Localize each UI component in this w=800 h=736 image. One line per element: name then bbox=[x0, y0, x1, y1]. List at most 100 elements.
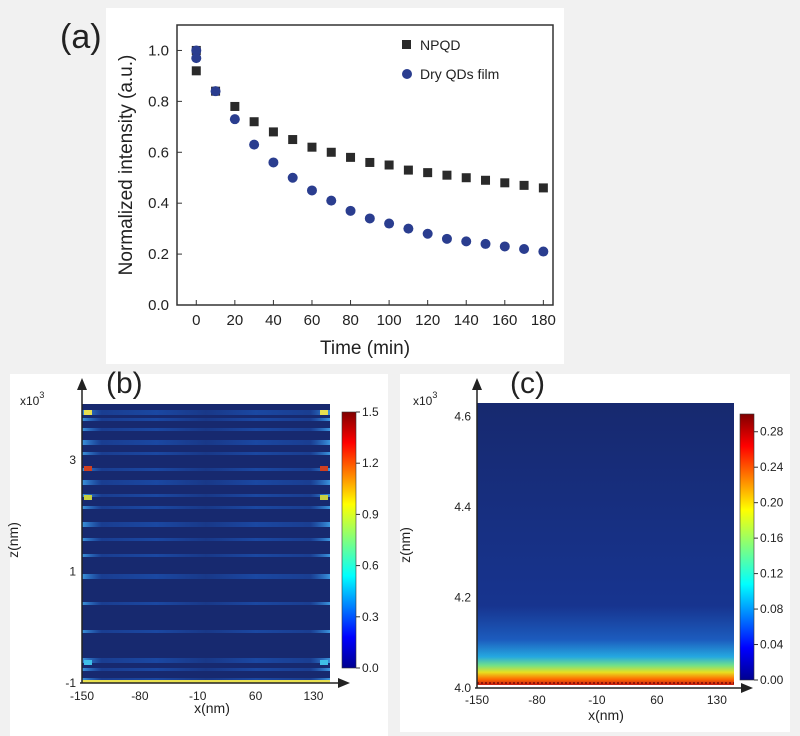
x-tick-label: -150 bbox=[465, 693, 489, 707]
npqd-point bbox=[230, 101, 240, 111]
field-band bbox=[82, 440, 330, 445]
z-axis-label: z(nm) bbox=[397, 527, 413, 563]
z-tick-label: 4.4 bbox=[454, 500, 471, 514]
dry-film-point bbox=[229, 114, 240, 125]
y-axis-label: Normalized intensity (a.u.) bbox=[116, 55, 137, 276]
x-tick-label: 100 bbox=[377, 312, 402, 329]
field-band bbox=[82, 410, 330, 415]
z-axis-ticks: -1 1 3 bbox=[65, 453, 76, 690]
field-band bbox=[82, 418, 330, 421]
z-axis-label: z(nm) bbox=[5, 522, 21, 558]
x-axis-label: x(nm) bbox=[588, 707, 624, 723]
dry-film-point bbox=[191, 45, 202, 56]
npqd-point bbox=[365, 157, 375, 167]
x-tick-label: 130 bbox=[303, 689, 323, 703]
panel-c-plot: x103 -150 -80 -10 60 130 4.04.24.44.6 x(nm) … bbox=[397, 378, 784, 723]
npqd-point bbox=[519, 180, 529, 190]
dry-film-point bbox=[480, 238, 491, 249]
z-axis-ticks: 4.0 4.2 4.4 4.6 bbox=[454, 410, 471, 695]
legend: NPQD Dry QDs film bbox=[402, 37, 499, 82]
x-tick-label: -150 bbox=[70, 689, 94, 703]
legend-label-npqd: NPQD bbox=[420, 37, 460, 53]
plot-frame bbox=[176, 24, 554, 306]
npqd-point bbox=[346, 152, 356, 162]
dry-film-point bbox=[191, 53, 202, 64]
x-tick-label: 160 bbox=[492, 312, 517, 329]
field-hotspot bbox=[320, 495, 328, 500]
colorbar-b bbox=[341, 411, 357, 669]
panel-b-plot: x103 -150 -80 -10 60 130 -1 1 3 x(nm) z(nm) 0.… bbox=[5, 378, 379, 716]
z-tick-label: 4.0 bbox=[454, 681, 471, 695]
x-tick-label: -80 bbox=[528, 693, 546, 707]
field-hotspot bbox=[320, 410, 328, 415]
z-tick-label: -1 bbox=[65, 676, 76, 690]
dry-film-point bbox=[268, 157, 279, 168]
field-hotspot bbox=[84, 495, 92, 500]
colorbar-c bbox=[739, 413, 755, 681]
colorbar-ticks: 0.0 0.3 0.6 0.9 1.2 1.5 bbox=[356, 405, 379, 675]
field-band bbox=[82, 538, 330, 541]
field-hotspot bbox=[84, 466, 92, 471]
field-band bbox=[82, 506, 330, 509]
x-axis-arrow bbox=[338, 678, 350, 688]
field-band bbox=[82, 602, 330, 605]
y-tick-label: 0.8 bbox=[148, 93, 169, 110]
dry-film-point bbox=[519, 244, 530, 254]
npqd-point bbox=[538, 183, 548, 193]
y-tick-label: 1.0 bbox=[148, 42, 169, 59]
npqd-point bbox=[481, 175, 491, 185]
dry-film-point bbox=[538, 246, 549, 257]
x-axis-ticks: -150 -80 -10 60 130 bbox=[465, 693, 727, 707]
x-axis-ticks: 0 20 40 60 80 100 120 140 160 180 bbox=[192, 300, 556, 329]
data-series bbox=[191, 45, 549, 257]
x-tick-label: 180 bbox=[531, 312, 556, 329]
npqd-point bbox=[191, 66, 201, 76]
interface-line bbox=[82, 680, 330, 683]
field-band bbox=[82, 428, 330, 431]
colorbar-tick-label: 0.00 bbox=[760, 673, 784, 687]
dry-film-point bbox=[384, 218, 395, 229]
legend-marker-dry-film bbox=[402, 69, 412, 79]
x-axis-arrow bbox=[741, 683, 753, 693]
npqd-point bbox=[461, 173, 471, 183]
dry-film-point bbox=[422, 228, 433, 239]
dry-film-point bbox=[403, 223, 414, 234]
colorbar-tick-label: 0.16 bbox=[760, 531, 784, 545]
npqd-point bbox=[423, 168, 433, 178]
x-tick-label: 120 bbox=[415, 312, 440, 329]
field-band bbox=[82, 480, 330, 485]
colorbar-tick-label: 0.0 bbox=[362, 661, 379, 675]
npqd-point bbox=[249, 117, 259, 127]
colorbar-tick-label: 0.08 bbox=[760, 602, 784, 616]
npqd-point bbox=[500, 178, 510, 188]
field-band bbox=[82, 630, 330, 633]
z-tick-label: 4.2 bbox=[454, 591, 471, 605]
npqd-point bbox=[442, 170, 452, 180]
axis-multiplier: x103 bbox=[20, 390, 44, 408]
dry-film-point bbox=[326, 195, 337, 206]
field-band bbox=[82, 522, 330, 527]
field-hotspot bbox=[84, 660, 92, 665]
axis-multiplier: x103 bbox=[413, 390, 437, 408]
dry-film-point bbox=[364, 213, 375, 224]
x-tick-label: -10 bbox=[588, 693, 606, 707]
npqd-point bbox=[326, 147, 336, 157]
x-tick-label: 140 bbox=[454, 312, 479, 329]
panel-b-label: (b) bbox=[106, 367, 143, 400]
panel-a-background bbox=[106, 8, 564, 364]
npqd-point bbox=[384, 160, 394, 170]
field-hotspot bbox=[320, 466, 328, 471]
y-tick-label: 0.0 bbox=[148, 297, 169, 314]
x-tick-label: 20 bbox=[227, 312, 244, 329]
field-hotspot bbox=[320, 660, 328, 665]
x-tick-label: 40 bbox=[265, 312, 282, 329]
field-band bbox=[82, 658, 330, 663]
colorbar-ticks: 0.00 0.04 0.08 0.12 0.16 0.20 0.24 0.28 bbox=[754, 425, 784, 687]
panel-a-label: (a) bbox=[60, 18, 102, 56]
x-axis-ticks: -150 -80 -10 60 130 bbox=[70, 689, 324, 703]
colorbar-tick-label: 1.5 bbox=[362, 405, 379, 419]
field-band bbox=[82, 668, 330, 671]
field-hotspot bbox=[84, 410, 92, 415]
x-tick-label: 0 bbox=[192, 312, 200, 329]
